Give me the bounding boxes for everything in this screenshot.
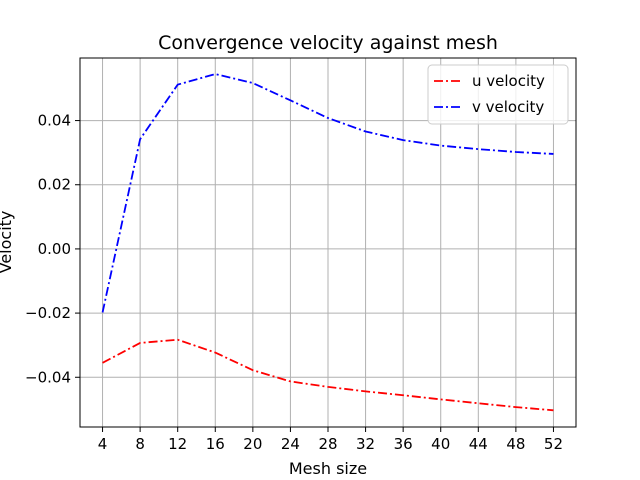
legend-label: u velocity — [472, 72, 545, 90]
legend-label: v velocity — [472, 98, 544, 116]
y-tick-label: 0.02 — [38, 176, 71, 194]
x-tick-label: 8 — [135, 435, 145, 453]
x-tick-label: 52 — [544, 435, 563, 453]
y-axis-ticks: −0.04 −0.02 0.00 0.02 0.04 — [25, 112, 80, 386]
x-tick-label: 36 — [394, 435, 413, 453]
y-tick-label: −0.02 — [25, 304, 71, 322]
x-tick-label: 16 — [206, 435, 225, 453]
x-axis-label: Mesh size — [289, 459, 367, 478]
x-tick-label: 48 — [506, 435, 525, 453]
x-tick-label: 28 — [318, 435, 337, 453]
y-axis-label: Velocity — [0, 211, 15, 274]
x-tick-label: 40 — [431, 435, 450, 453]
x-axis-ticks: 4 8 12 16 20 24 28 32 36 40 44 48 52 — [98, 427, 563, 453]
series-line-v-velocity — [101, 73, 554, 313]
legend-box — [427, 64, 569, 125]
y-tick-label: 0.00 — [38, 240, 71, 258]
y-tick-label: −0.04 — [25, 368, 71, 386]
series-line-u-velocity — [102, 338, 554, 412]
x-tick-label: 32 — [356, 435, 375, 453]
x-tick-label: 12 — [168, 435, 187, 453]
x-tick-label: 44 — [469, 435, 488, 453]
x-tick-label: 24 — [281, 435, 300, 453]
legend: u velocity v velocity — [427, 64, 569, 125]
chart-title: Convergence velocity against mesh — [158, 32, 498, 54]
x-tick-label: 20 — [243, 435, 262, 453]
x-tick-label: 4 — [98, 435, 108, 453]
y-tick-label: 0.04 — [38, 112, 71, 130]
series-lines — [101, 73, 554, 412]
